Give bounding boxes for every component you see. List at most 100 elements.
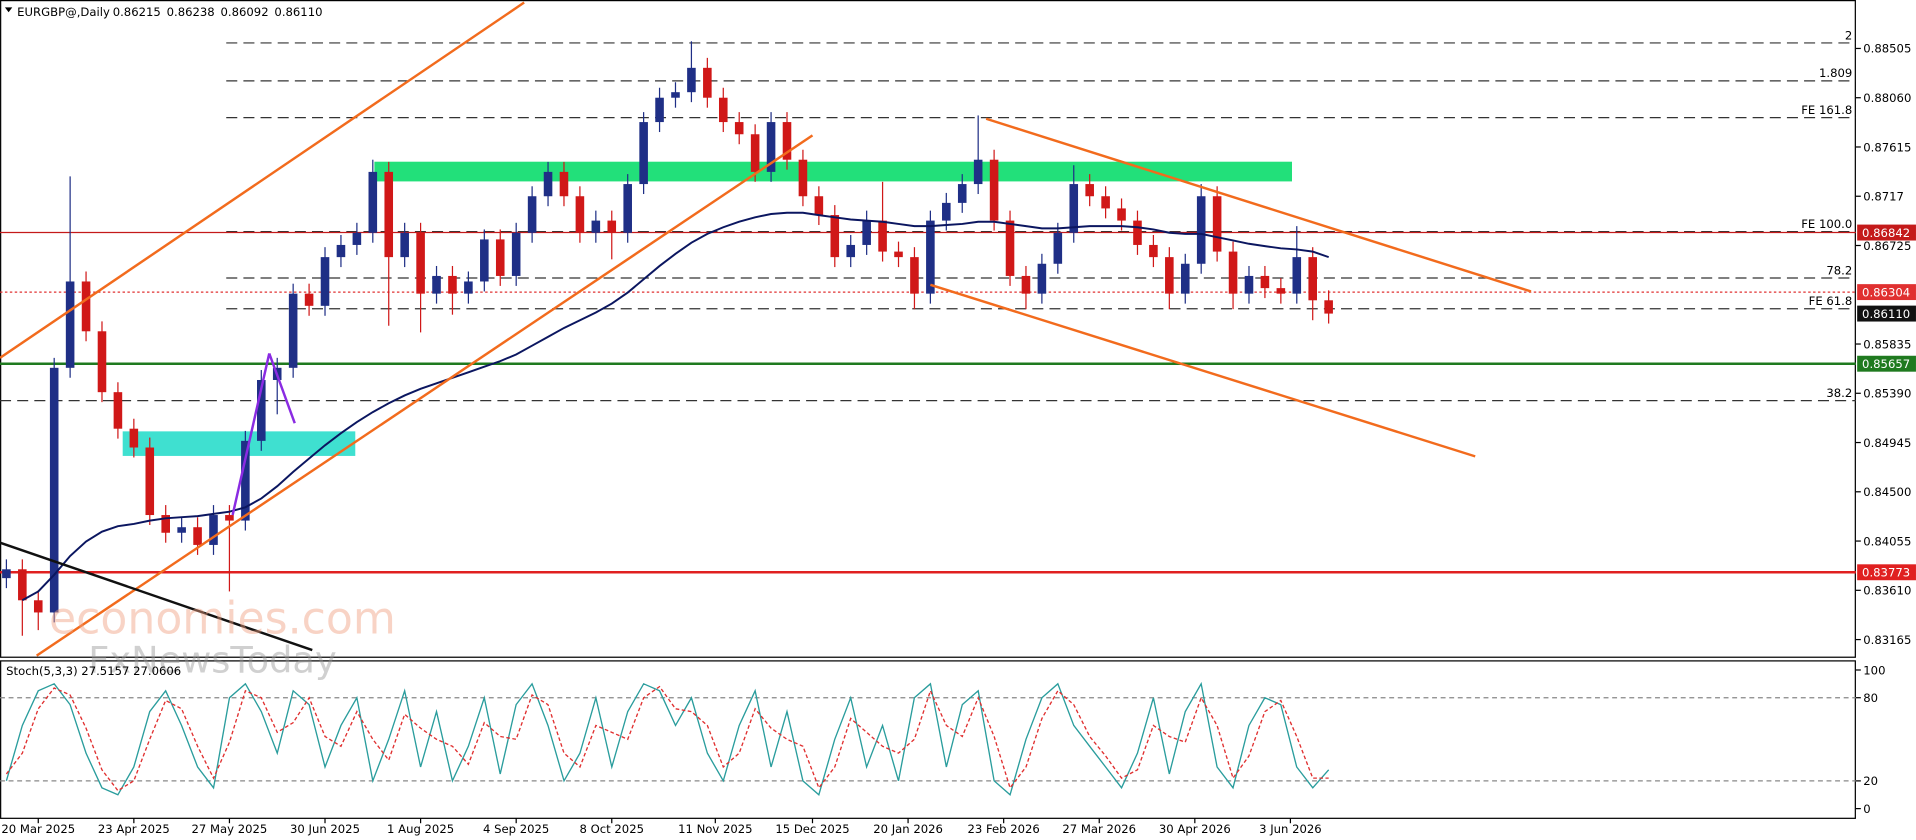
price-box	[1857, 224, 1916, 241]
candle-body	[1069, 184, 1079, 233]
candle-body	[400, 232, 409, 258]
x-tick-label: 23 Feb 2026	[967, 822, 1039, 836]
x-tick-label: 27 May 2025	[192, 822, 268, 836]
candle-body	[1101, 196, 1110, 209]
price-box	[1857, 355, 1916, 372]
stoch-panel-frame	[0, 660, 1856, 819]
trendline	[35, 134, 814, 657]
candle-body	[575, 196, 585, 233]
candle-body	[926, 220, 935, 294]
candle-body	[639, 122, 648, 185]
candle-body	[129, 428, 139, 448]
price-box-label: 0.86110	[1862, 307, 1910, 321]
y-tick-label: 0.84055	[1863, 534, 1911, 548]
candle-body	[368, 171, 378, 233]
main-plot: 2 1.809 FE 161.8 FE 100.0 78.2 FE 61.8 38.2	[0, 1, 1856, 657]
candle-body	[2, 569, 11, 579]
candle-body	[18, 569, 27, 601]
x-tick-label: 15 Dec 2025	[775, 822, 849, 836]
stoch-y-tick-label: 0	[1863, 802, 1870, 816]
candle-body	[257, 379, 266, 441]
candle-body	[448, 275, 457, 294]
stoch-y-tick-label: 100	[1863, 663, 1885, 677]
trendline	[930, 283, 1476, 458]
y-tick-label: 0.83610	[1863, 584, 1911, 598]
menu-triangle	[4, 7, 13, 13]
candle-body	[798, 159, 808, 197]
fib-label: FE 100.0	[1801, 217, 1852, 231]
candle-body	[1165, 257, 1174, 294]
price-box-label: 0.86304	[1862, 285, 1910, 299]
candle-body	[33, 600, 43, 613]
candle-body	[432, 275, 441, 294]
trendline	[985, 117, 1532, 293]
candle-body	[862, 220, 871, 245]
candle-body	[304, 293, 314, 306]
candle-body	[1212, 196, 1222, 252]
x-tick-label: 11 Nov 2025	[678, 822, 752, 836]
candle-body	[846, 244, 856, 258]
x-tick-label: 3 Jun 2026	[1259, 822, 1322, 836]
candle-body	[718, 97, 728, 123]
candle-body	[177, 527, 186, 533]
candle-body	[384, 171, 394, 258]
y-tick-label: 0.88505	[1863, 42, 1911, 56]
stoch-y-tick-label: 20	[1863, 774, 1878, 788]
stoch-title: Stoch(5,3,3) 27.5157 27.0606	[6, 664, 181, 678]
candle-body	[1260, 275, 1270, 289]
candle-body	[81, 281, 91, 332]
candle-body	[543, 171, 553, 197]
zone	[374, 161, 1293, 182]
candle-body	[750, 134, 760, 172]
fib-label: 1.809	[1819, 66, 1852, 80]
candle-body	[480, 239, 489, 282]
stoch-y-tick-label: 80	[1863, 691, 1878, 705]
candle-body	[288, 293, 298, 368]
candle-body	[1037, 263, 1047, 294]
candle-body	[113, 392, 123, 429]
candle-body	[1005, 220, 1015, 276]
zone	[122, 431, 356, 456]
candle-body	[957, 184, 967, 203]
candle-body	[1021, 275, 1031, 294]
candle-body	[766, 122, 776, 172]
candle-body	[1085, 184, 1094, 197]
candle-body	[495, 239, 505, 276]
x-tick-label: 20 Jan 2026	[873, 822, 943, 836]
candle-body	[1292, 257, 1302, 294]
price-box-label: 0.83773	[1862, 566, 1910, 580]
ohlc-high: 0.86238	[167, 5, 215, 19]
candle-body	[910, 257, 919, 294]
fib-label: FE 61.8	[1809, 294, 1853, 308]
candle-body	[336, 244, 346, 258]
fib-label: FE 161.8	[1801, 103, 1852, 117]
candle-body	[1276, 288, 1286, 294]
candle-body	[1149, 244, 1158, 258]
candle-body	[687, 67, 696, 93]
x-tick-label: 20 Mar 2025	[1, 822, 75, 836]
candle-body	[1133, 220, 1142, 245]
candle-body	[989, 159, 999, 221]
candle-body	[591, 220, 601, 233]
candle-body	[559, 171, 569, 197]
candle-body	[623, 184, 632, 233]
candle-body	[1324, 300, 1333, 314]
fib-label: 38.2	[1826, 386, 1852, 400]
candle-body	[942, 202, 951, 221]
axes: 0.88505 0.88060 0.87615 0.8717 0.86725 0.8583…	[1, 42, 1916, 836]
trendline	[268, 353, 296, 424]
fib-label: 78.2	[1826, 263, 1852, 277]
stoch-d-line	[5, 685, 1329, 792]
candle-body	[527, 196, 537, 233]
y-tick-label: 0.85390	[1863, 387, 1911, 401]
candle-body	[511, 232, 521, 276]
y-tick-label: 0.87615	[1863, 140, 1911, 154]
watermark: FxNewsToday	[88, 639, 336, 682]
ohlc-low: 0.86092	[221, 5, 269, 19]
candle-body	[1228, 251, 1238, 294]
ohlc-close: 0.86110	[274, 5, 322, 19]
candle-body	[1053, 232, 1063, 264]
candle-body	[973, 159, 983, 185]
candle-body	[161, 515, 170, 533]
x-tick-label: 4 Sep 2025	[483, 822, 549, 836]
